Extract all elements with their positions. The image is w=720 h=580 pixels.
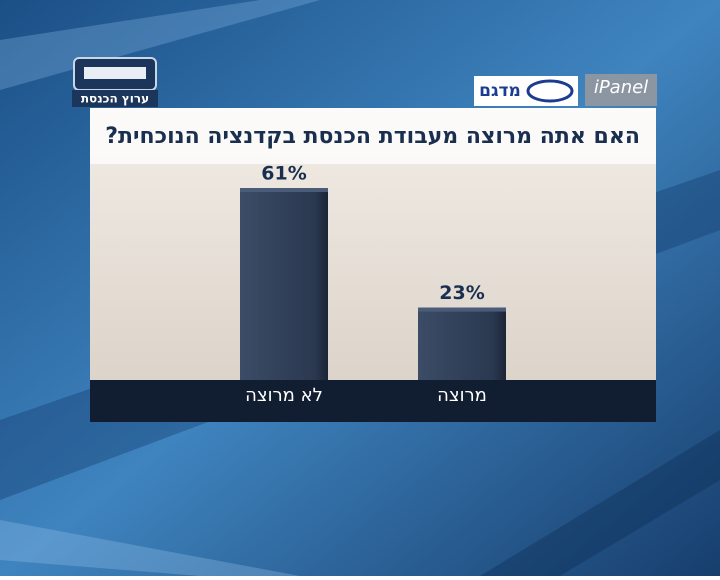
bar: [418, 307, 506, 380]
category-label: מרוצה: [437, 385, 487, 406]
channel-logo-icon: [84, 67, 146, 79]
chart-title: האם אתה מרוצה מעבודת הכנסת בקדנציה הנוכח…: [105, 124, 640, 149]
stripe: [480, 430, 720, 576]
pollster-logo-mark: [526, 79, 574, 103]
value-label: 23%: [439, 282, 484, 304]
category-label: לא מרוצה: [245, 385, 323, 406]
channel-logo-text: ערוץ הכנסת: [81, 92, 149, 106]
pollster-logo-text: iPanel: [594, 77, 648, 98]
pollster-logo-box: [585, 74, 657, 106]
category-strip: [90, 380, 656, 422]
bar-top: [240, 188, 328, 192]
title-strip: [90, 108, 656, 164]
bar: [240, 188, 328, 380]
bar-top: [418, 307, 506, 312]
stripe: [0, 520, 300, 576]
channel-logo-strip: [72, 90, 158, 107]
value-label: 61%: [261, 163, 306, 185]
pollster-logo-text: מדגם: [479, 81, 521, 101]
